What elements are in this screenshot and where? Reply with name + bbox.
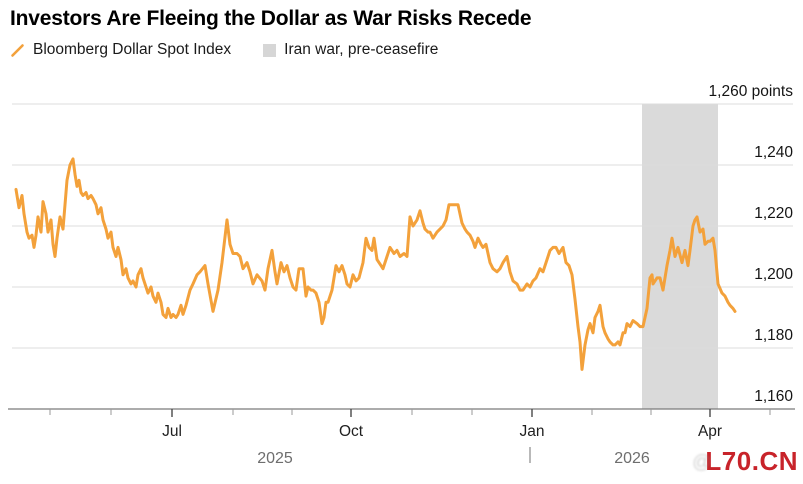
month-label: Jul: [162, 423, 182, 440]
dollar-index-line: [14, 157, 737, 371]
legend-item-dollar-index: Bloomberg Dollar Spot Index: [10, 41, 231, 59]
band-swatch-icon: [263, 43, 277, 57]
series-line-group: [14, 157, 737, 371]
chart-header: Investors Are Fleeing the Dollar as War …: [0, 6, 803, 59]
legend-item-iran-war: Iran war, pre-ceasefire: [263, 41, 438, 59]
x-axis-group: Jul Oct Jan Apr 2025 2026: [8, 408, 795, 467]
chart-title: Investors Are Fleeing the Dollar as War …: [10, 7, 532, 30]
month-label: Apr: [698, 423, 722, 440]
y-tick-label: 1,220: [754, 205, 793, 222]
y-tick-label: 1,200: [754, 266, 793, 283]
year-label: 2026: [614, 450, 650, 467]
y-axis-labels-group: 1,260 points 1,240 1,220 1,200 1,180 1,160: [709, 83, 794, 405]
year-label: 2025: [257, 450, 293, 467]
y-tick-label: 1,160: [754, 388, 793, 405]
month-label: Jan: [520, 423, 545, 440]
legend-label-dollar-index: Bloomberg Dollar Spot Index: [33, 41, 232, 58]
watermark: @ L70.CN: [692, 446, 798, 477]
watermark-text: L70.CN: [705, 446, 798, 476]
chart-svg: 1,260 points 1,240 1,220 1,200 1,180 1,160 Ju…: [8, 83, 795, 467]
y-tick-label: 1,240: [754, 144, 793, 161]
watermark-faint-handle: @: [692, 452, 712, 473]
y-tick-label: 1,260 points: [709, 83, 794, 100]
month-label: Oct: [339, 423, 364, 440]
legend: Bloomberg Dollar Spot Index Iran war, pr…: [10, 41, 803, 59]
y-tick-label: 1,180: [754, 327, 793, 344]
line-series-marker-icon: [11, 43, 24, 57]
legend-label-iran-war: Iran war, pre-ceasefire: [284, 41, 439, 58]
